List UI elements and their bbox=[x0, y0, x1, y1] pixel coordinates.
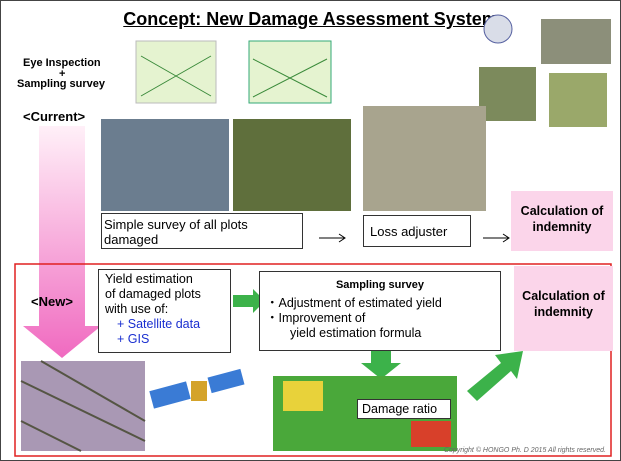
text: indemnity bbox=[511, 219, 613, 235]
map-detail bbox=[283, 381, 323, 411]
photo bbox=[363, 106, 486, 211]
text: + GIS bbox=[105, 332, 224, 347]
copyright: Copyright © HONGO Ph. D 2015 All rights … bbox=[444, 447, 606, 454]
text: ・Improvement of bbox=[266, 311, 494, 326]
text: Yield estimation bbox=[105, 272, 224, 287]
green-arrow bbox=[467, 351, 523, 401]
current-label: <Current> bbox=[23, 109, 85, 124]
text: + Satellite data bbox=[105, 317, 224, 332]
satellite-icon bbox=[191, 381, 207, 401]
diagram-image bbox=[136, 41, 216, 103]
text: Calculation of bbox=[511, 203, 613, 219]
green-arrow bbox=[361, 351, 401, 379]
photo bbox=[101, 119, 229, 211]
arrow bbox=[483, 234, 509, 242]
photo bbox=[233, 119, 351, 211]
pink-arrow bbox=[23, 126, 101, 358]
result-box: Calculation of indemnity bbox=[514, 266, 613, 351]
yield-box: Yield estimation of damaged plots with u… bbox=[98, 269, 231, 353]
slide: Concept: New Damage Assessment System Ey… bbox=[0, 0, 621, 461]
text: damaged bbox=[104, 232, 300, 247]
text: Calculation of bbox=[514, 288, 613, 304]
photo bbox=[479, 67, 536, 121]
survey-box: Simple survey of all plots damaged bbox=[101, 213, 303, 249]
arrow bbox=[319, 234, 345, 242]
text: Simple survey of all plots bbox=[104, 217, 300, 232]
text: indemnity bbox=[514, 304, 613, 320]
machine-photo bbox=[541, 19, 611, 64]
text: with use of: bbox=[105, 302, 224, 317]
sampling-box: Sampling survey ・Adjustment of estimated… bbox=[259, 271, 501, 351]
text: yield estimation formula bbox=[266, 326, 494, 341]
map-label: Damage ratio bbox=[357, 399, 451, 419]
satellite-icon bbox=[149, 381, 190, 408]
text: of damaged plots bbox=[105, 287, 224, 302]
photo bbox=[549, 73, 607, 127]
result-box: Calculation of indemnity bbox=[511, 191, 613, 251]
text: Sampling survey bbox=[266, 278, 494, 293]
satellite-image bbox=[21, 361, 145, 451]
satellite-icon bbox=[208, 369, 245, 393]
new-label: <New> bbox=[31, 294, 73, 309]
scale-icon bbox=[484, 15, 512, 43]
text: ・Adjustment of estimated yield bbox=[266, 296, 494, 311]
diagram-image bbox=[249, 41, 331, 103]
map-detail bbox=[411, 421, 451, 447]
adjuster-box: Loss adjuster bbox=[363, 215, 471, 247]
